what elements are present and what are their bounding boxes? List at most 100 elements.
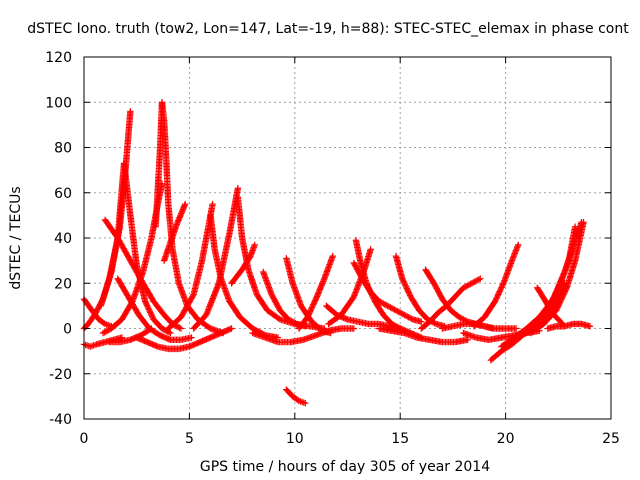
- data-point: [431, 320, 438, 327]
- data-point: [145, 306, 153, 313]
- data-point: [147, 310, 155, 318]
- data-series: [101, 216, 185, 332]
- data-point: [389, 305, 397, 313]
- data-point: [148, 325, 155, 332]
- data-series: [283, 386, 309, 407]
- data-point: [391, 306, 398, 313]
- data-point: [209, 200, 216, 208]
- data-point: [403, 285, 411, 292]
- data-point: [367, 246, 374, 253]
- data-point: [471, 278, 478, 285]
- data-point: [402, 312, 410, 319]
- data-point: [305, 311, 312, 318]
- data-point: [370, 295, 377, 302]
- data-point: [286, 317, 294, 324]
- data-point: [475, 276, 483, 283]
- data-series: [228, 241, 258, 287]
- data-point: [470, 279, 477, 286]
- data-point: [405, 289, 412, 296]
- data-point: [402, 282, 409, 289]
- data-point: [460, 284, 467, 291]
- y-tick-label: -40: [49, 412, 72, 428]
- data-point: [467, 280, 474, 288]
- data-point: [144, 303, 151, 311]
- data-series: [152, 99, 227, 337]
- data-point: [458, 315, 466, 322]
- data-series: [352, 237, 404, 332]
- data-series: [114, 275, 195, 344]
- data-point: [306, 309, 313, 317]
- data-point: [164, 328, 171, 335]
- data-point: [143, 300, 150, 308]
- data-point: [400, 278, 407, 285]
- data-point: [406, 290, 413, 298]
- data-point: [401, 311, 408, 319]
- y-tick-label: 60: [54, 186, 72, 202]
- data-point: [160, 326, 167, 333]
- data-point: [141, 298, 149, 305]
- data-point: [102, 328, 109, 335]
- data-point: [161, 326, 169, 334]
- data-point: [167, 329, 174, 337]
- x-tick-label: 5: [185, 431, 194, 447]
- data-point: [310, 300, 318, 307]
- data-point: [228, 325, 235, 332]
- data-point: [127, 108, 134, 115]
- data-series: [439, 320, 520, 332]
- data-point: [397, 309, 404, 316]
- data-point: [146, 307, 153, 315]
- data-point: [308, 304, 316, 311]
- data-point: [364, 282, 371, 290]
- data-point: [288, 317, 295, 325]
- data-point: [307, 307, 314, 314]
- data-point: [146, 326, 154, 333]
- data-point: [365, 284, 372, 291]
- data-series: [190, 185, 242, 332]
- data-point: [290, 319, 298, 326]
- data-point: [363, 280, 370, 287]
- data-series: [544, 320, 594, 332]
- data-point: [456, 313, 463, 321]
- data-point: [369, 292, 376, 299]
- data-point: [580, 218, 587, 226]
- data-point: [387, 304, 394, 311]
- data-point: [118, 334, 126, 341]
- data-point: [369, 293, 377, 301]
- data-point: [312, 297, 319, 304]
- data-point: [365, 285, 373, 293]
- data-point: [367, 288, 374, 295]
- data-series: [295, 252, 336, 332]
- data-point: [465, 281, 473, 288]
- data-point: [292, 320, 299, 327]
- data-series: [375, 325, 471, 346]
- data-point: [457, 314, 464, 322]
- data-point: [401, 279, 408, 287]
- data-point: [108, 323, 115, 330]
- data-point: [181, 200, 189, 208]
- data-point: [381, 301, 388, 308]
- data-point: [388, 304, 395, 312]
- data-point: [275, 315, 282, 322]
- data-point: [234, 185, 242, 192]
- x-tick-label: 25: [602, 431, 620, 447]
- data-point: [394, 307, 401, 315]
- data-point: [285, 316, 292, 323]
- data-point: [494, 292, 501, 299]
- data-point: [147, 309, 154, 316]
- data-point: [382, 301, 390, 309]
- data-series: [259, 268, 309, 330]
- data-point: [497, 285, 505, 293]
- data-point: [189, 292, 197, 300]
- data-point: [498, 282, 506, 290]
- data-point: [143, 302, 151, 309]
- data-point: [477, 275, 484, 282]
- data-point: [495, 289, 503, 297]
- data-point: [405, 313, 412, 321]
- data-point: [378, 299, 386, 307]
- data-point: [148, 312, 155, 319]
- data-point: [304, 313, 311, 321]
- data-point: [395, 308, 402, 316]
- x-axis-title: GPS time / hours of day 305 of year 2014: [200, 459, 490, 475]
- data-point: [512, 325, 520, 332]
